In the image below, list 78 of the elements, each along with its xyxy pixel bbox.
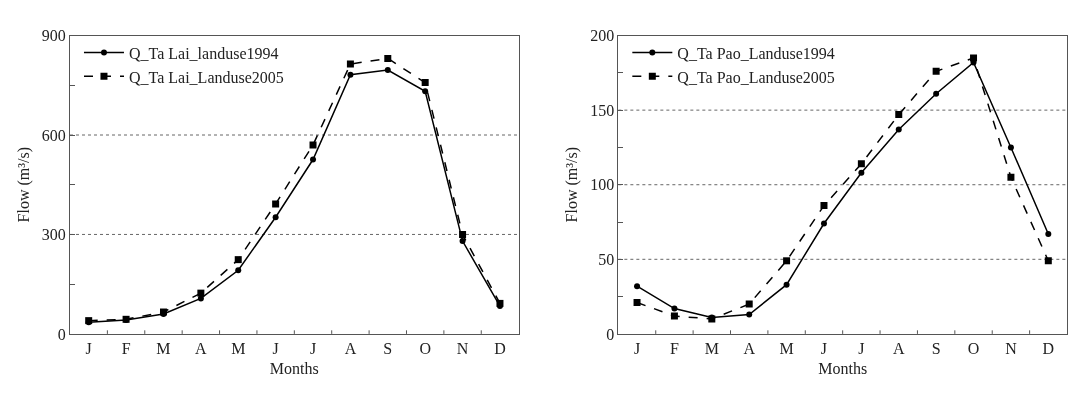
- x-tick-label: J: [85, 340, 92, 358]
- point: [1007, 144, 1014, 151]
- y-tick-label: 200: [590, 27, 615, 45]
- point: [459, 238, 466, 245]
- x-tick-label: A: [195, 340, 208, 358]
- point: [634, 283, 641, 290]
- x-tick-label: D: [1042, 340, 1055, 358]
- x-tick-label: O: [419, 340, 431, 358]
- point: [932, 67, 940, 75]
- x-tick-label: S: [383, 340, 393, 358]
- y-tick-label: 900: [41, 27, 66, 45]
- point: [496, 299, 504, 307]
- x-tick-label: J: [820, 340, 828, 358]
- point: [346, 60, 354, 68]
- x-tick-label: J: [309, 340, 317, 358]
- x-tick-label: J: [272, 340, 279, 358]
- point: [857, 160, 865, 168]
- x-tick-label: J: [858, 340, 865, 358]
- x-tick-label: A: [344, 340, 357, 358]
- x-tick-label: A: [892, 340, 905, 358]
- point: [422, 88, 429, 95]
- y-tick-label: 0: [606, 325, 615, 343]
- point: [933, 90, 940, 97]
- x-tick-label: N: [1005, 340, 1018, 358]
- y-tick-label: 50: [598, 250, 615, 268]
- point: [746, 311, 753, 318]
- point: [459, 230, 467, 238]
- point: [858, 169, 865, 176]
- x-tick-label: J: [633, 340, 641, 358]
- point: [384, 54, 392, 62]
- point: [347, 71, 354, 78]
- x-tick-label: N: [456, 340, 469, 358]
- y-axis-title: Flow (m³/s): [563, 146, 582, 223]
- y-tick-label: 100: [590, 176, 615, 194]
- point: [671, 305, 678, 312]
- point: [1045, 230, 1052, 237]
- legend-label: Q_Ta Lai_Landuse2005: [128, 68, 284, 86]
- point: [272, 200, 280, 208]
- point: [197, 289, 205, 297]
- point: [745, 300, 753, 308]
- point: [633, 299, 641, 307]
- point: [310, 156, 317, 163]
- y-tick-label: 600: [41, 126, 66, 144]
- x-tick-label: D: [494, 340, 506, 358]
- point: [820, 202, 828, 210]
- x-tick-label: A: [743, 340, 756, 358]
- point: [895, 126, 902, 133]
- x-tick-label: M: [779, 340, 794, 358]
- point: [1007, 173, 1015, 181]
- point: [272, 214, 279, 221]
- point: [384, 67, 391, 74]
- y-tick-label: 150: [590, 101, 615, 119]
- x-tick-label: M: [704, 340, 719, 358]
- point: [421, 79, 429, 87]
- legend-label: Q_Ta Pao_Landuse1994: [677, 44, 835, 62]
- x-axis-title: Months: [818, 359, 868, 377]
- x-tick-label: F: [121, 340, 131, 358]
- legend-label: Q_Ta Lai_landuse1994: [128, 44, 279, 62]
- point: [970, 54, 978, 62]
- y-tick-label: 300: [41, 226, 66, 244]
- x-axis-title: Months: [269, 359, 319, 377]
- x-tick-label: O: [967, 340, 980, 358]
- y-axis-title: Flow (m³/s): [14, 146, 33, 223]
- legend-label: Q_Ta Pao_Landuse2005: [677, 68, 835, 86]
- x-tick-label: S: [931, 340, 941, 358]
- y-tick-label: 0: [57, 325, 66, 343]
- x-tick-label: M: [156, 340, 171, 358]
- point: [235, 267, 242, 274]
- point: [234, 256, 242, 264]
- point: [670, 312, 678, 320]
- point: [820, 220, 827, 227]
- point: [895, 111, 903, 119]
- point: [1044, 257, 1052, 265]
- point: [309, 141, 317, 149]
- x-tick-label: F: [669, 340, 679, 358]
- point: [783, 257, 791, 265]
- point: [783, 281, 790, 288]
- x-tick-label: M: [231, 340, 246, 358]
